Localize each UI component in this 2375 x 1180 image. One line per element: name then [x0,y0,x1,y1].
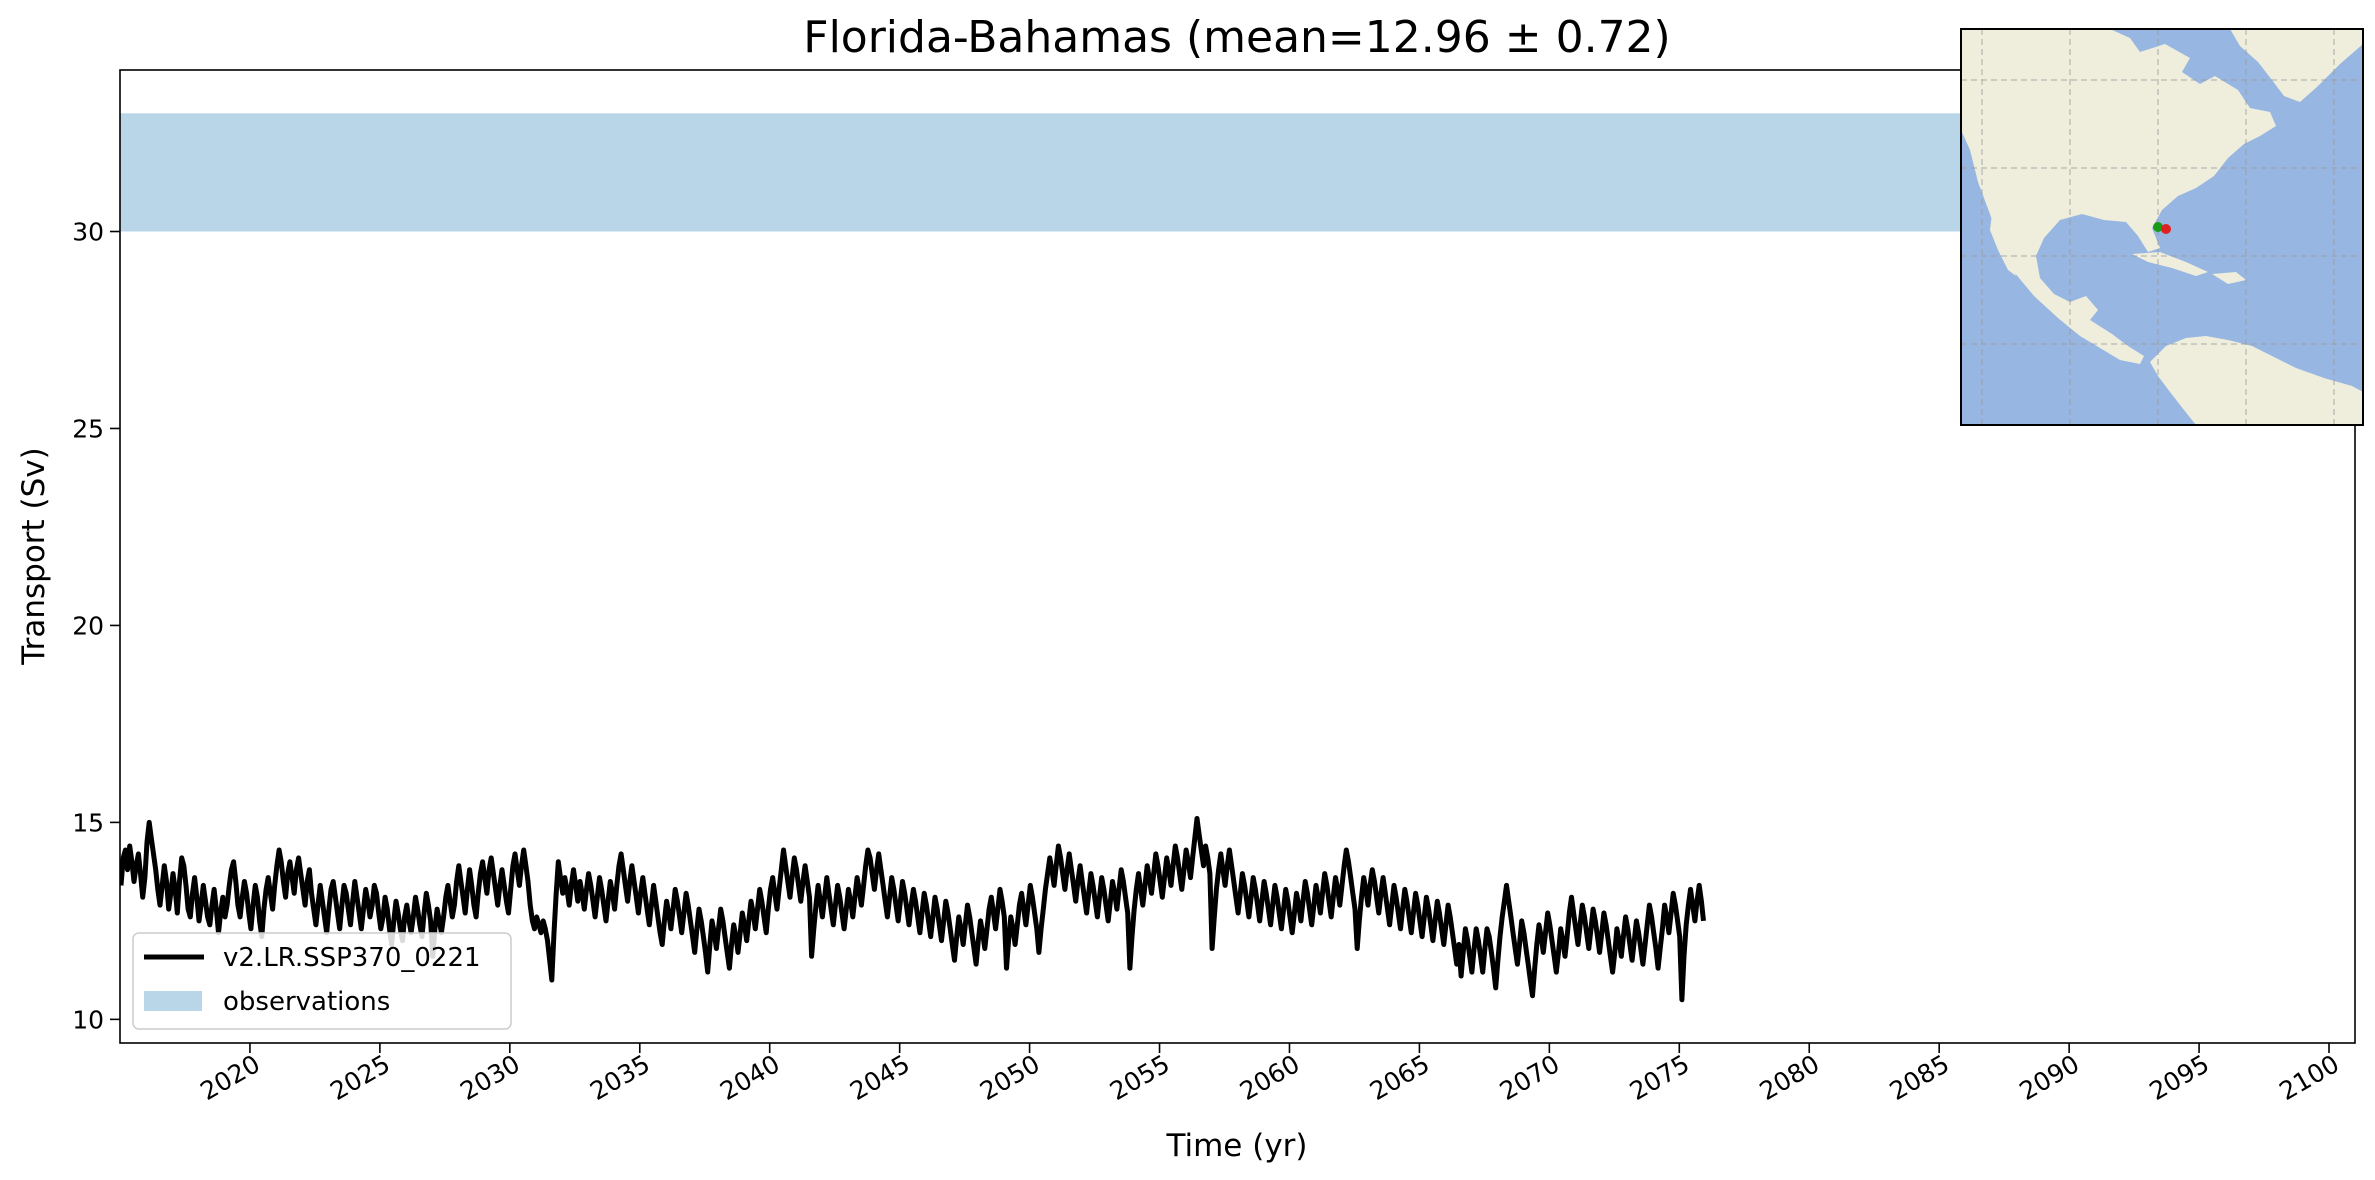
inset-map [1960,28,2364,426]
baja-land [1990,214,2016,276]
section-end-marker [2161,224,2171,234]
plot-frame [119,69,2356,1044]
x-tick-label: 2055 [1105,1049,1175,1106]
y-tick-label: 30 [72,218,104,247]
x-tick-label: 2100 [2274,1049,2344,1106]
legend-box [132,932,512,1030]
x-tick-label: 2030 [455,1049,525,1106]
x-tick-label: 2075 [1625,1049,1695,1106]
greenland-land [2230,29,2363,102]
x-axis-title: Time (yr) [1166,1128,1308,1164]
inset-map-frame [1960,28,2364,426]
legend-label-series: v2.LR.SSP370_0221 [223,943,481,973]
legend: v2.LR.SSP370_0221 observations [132,932,512,1030]
x-tick-label: 2060 [1235,1049,1305,1106]
x-tick-label: 2090 [2015,1049,2085,1106]
legend-band-swatch [144,991,202,1011]
series-line-v2-lr-ssp370-0221 [120,816,1706,1003]
inset-map-gridlines [1961,29,2363,425]
y-axis-title: Transport (Sv) [16,447,52,666]
x-tick-label: 2045 [845,1049,915,1106]
x-tick-label: 2020 [195,1049,265,1106]
x-axis: 2020 2025 2030 2035 2040 2045 2050 2055 2060 2065… [195,1043,2344,1106]
south-america-land [2150,336,2363,425]
cuba-land [2132,252,2208,276]
x-tick-label: 2080 [1755,1049,1825,1106]
x-tick-label: 2095 [2144,1049,2214,1106]
x-tick-label: 2065 [1365,1049,1435,1106]
chart-title: Florida-Bahamas (mean=12.96 ± 0.72) [803,12,1670,63]
y-tick-label: 20 [72,611,104,640]
x-tick-label: 2070 [1495,1049,1565,1106]
legend-label-observations: observations [223,987,390,1017]
inset-map-land [1961,29,2363,425]
y-axis: 10 15 20 25 30 [72,218,120,1034]
x-tick-label: 2050 [975,1049,1045,1106]
north-america-land [1961,29,2276,364]
x-tick-label: 2040 [715,1049,785,1106]
x-tick-label: 2085 [1885,1049,1955,1106]
section-start-marker [2153,222,2163,232]
x-tick-label: 2025 [325,1049,395,1106]
y-tick-label: 15 [72,808,104,837]
y-tick-label: 25 [72,414,104,443]
y-tick-label: 10 [72,1005,104,1034]
hispaniola-land [2212,272,2246,284]
x-tick-label: 2035 [585,1049,655,1106]
